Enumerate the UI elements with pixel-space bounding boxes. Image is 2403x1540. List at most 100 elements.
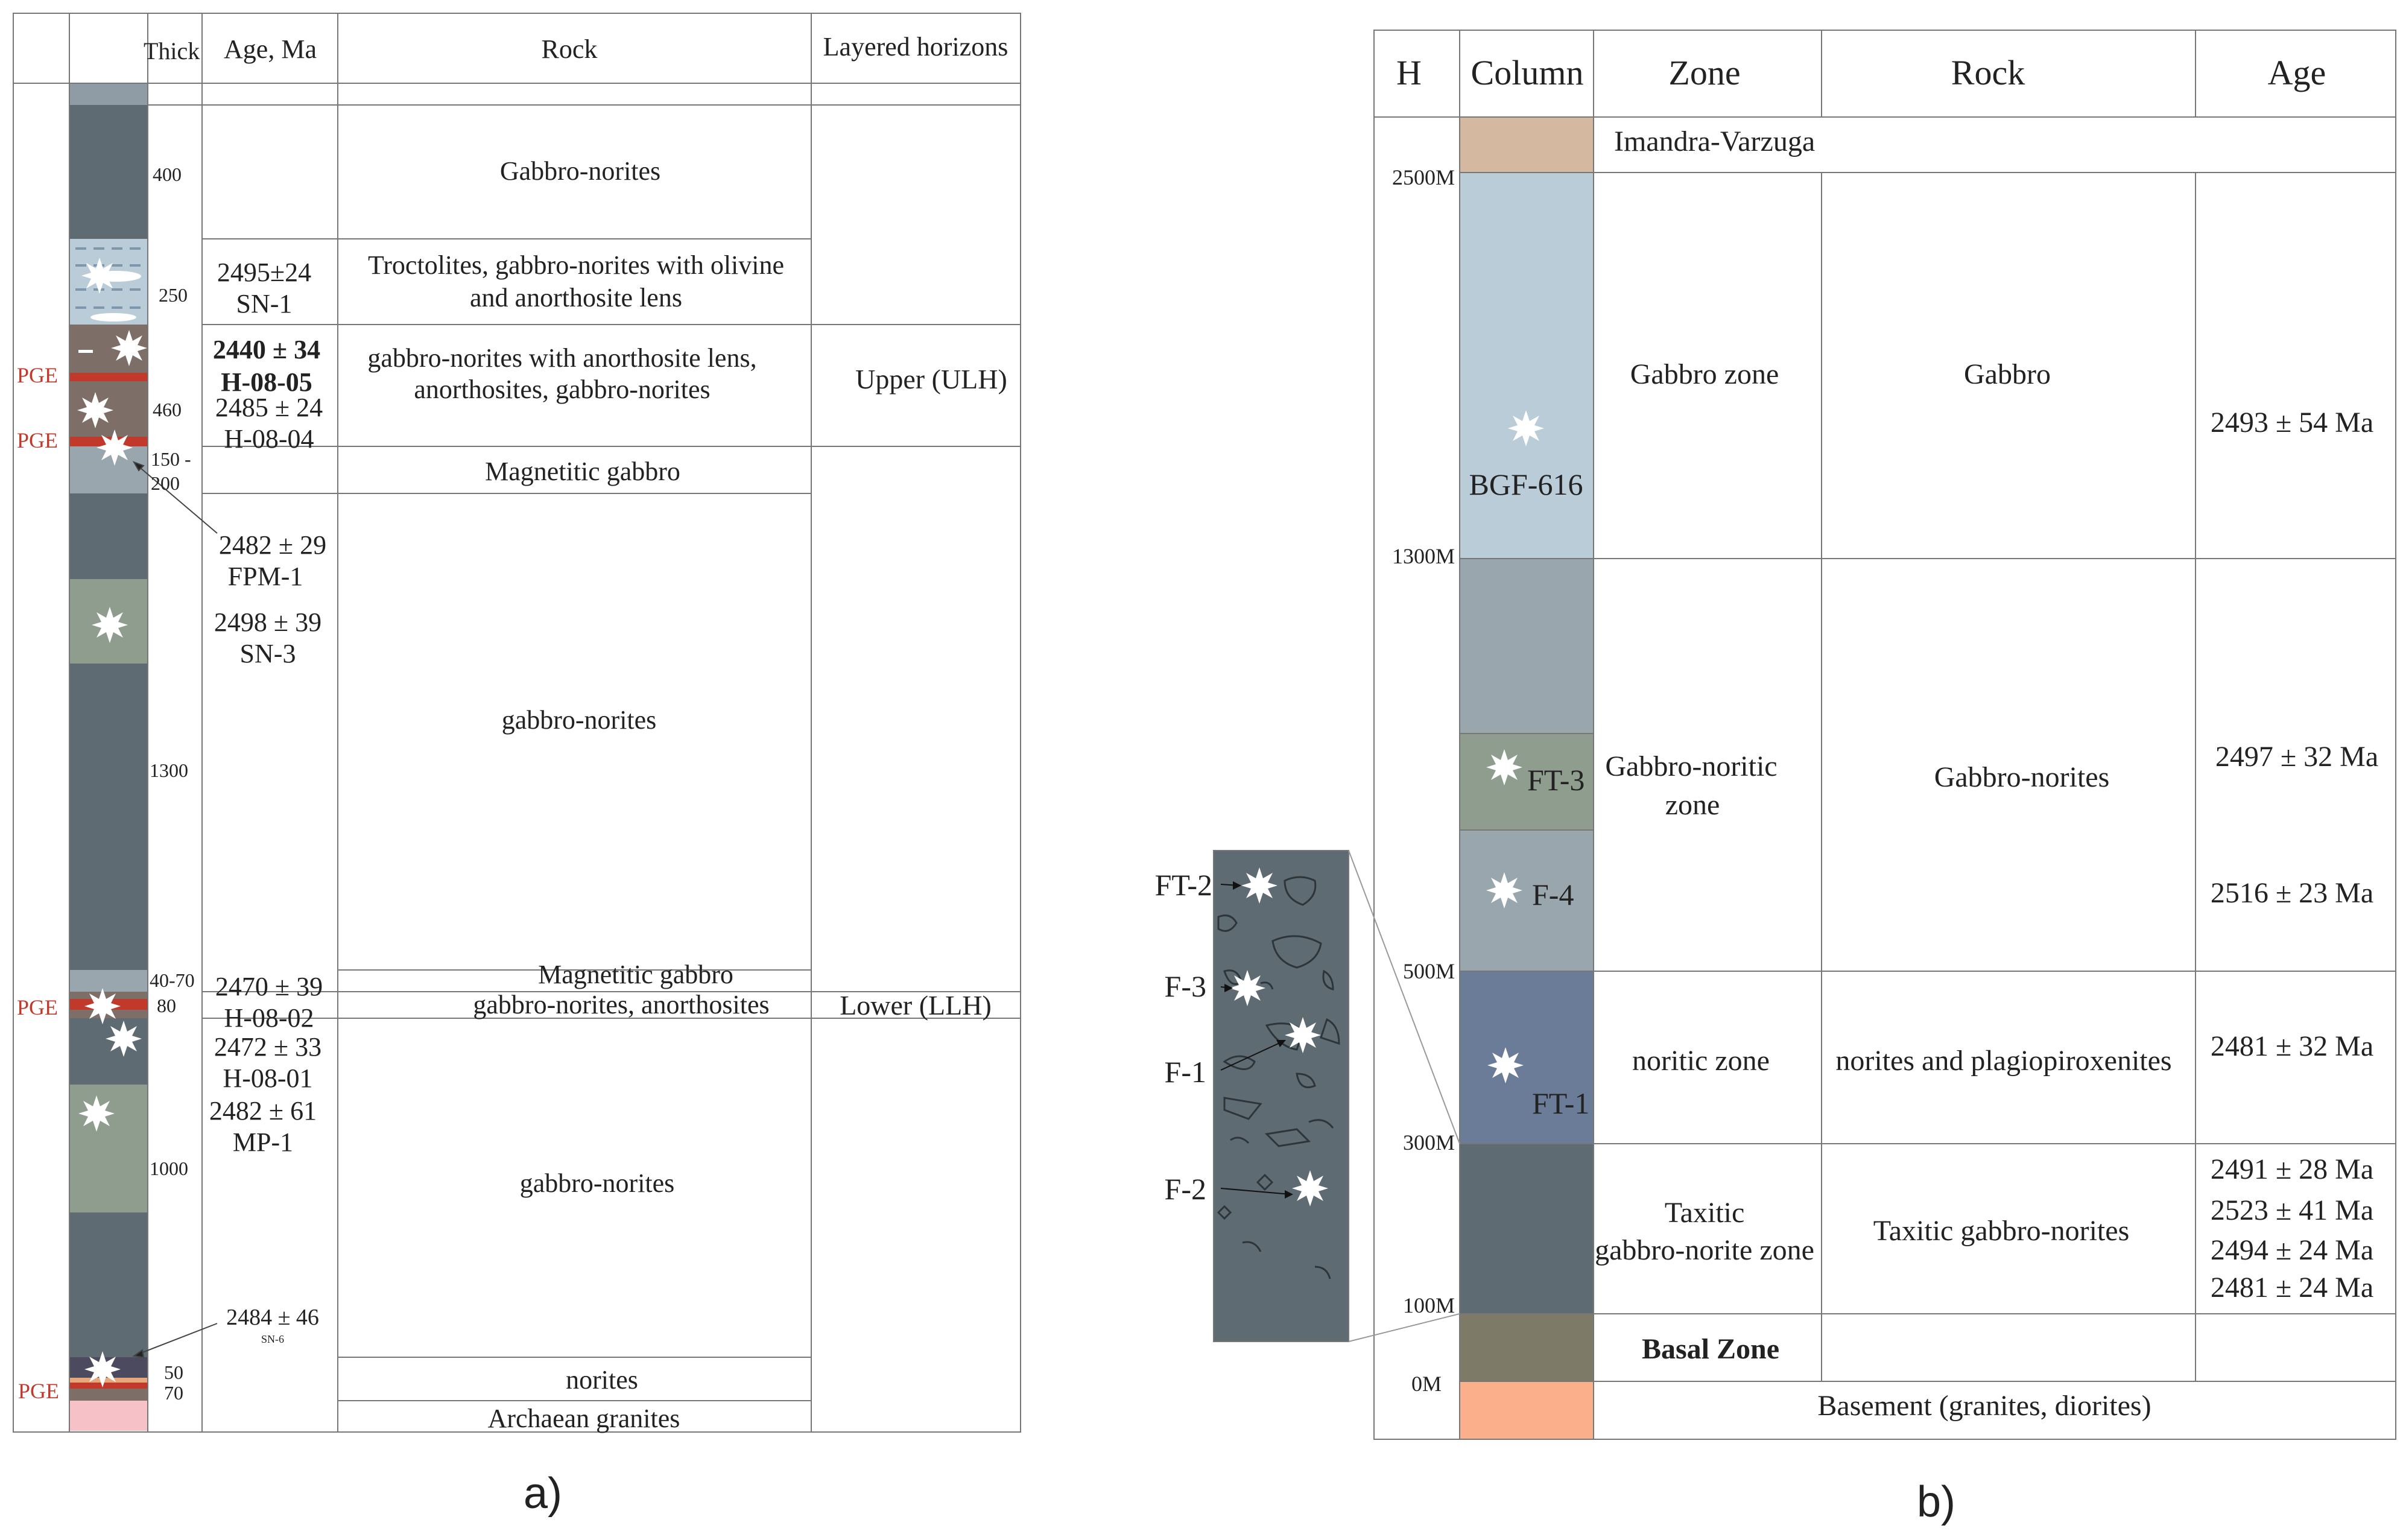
zone-label: noritic zone (1632, 1045, 1770, 1077)
zone-label: Gabbro-noritic (1605, 750, 1777, 782)
age-value: 2482 ± 61 (209, 1096, 317, 1126)
imandra-varzuga-label: Imandra-Varzuga (1614, 125, 1815, 157)
thick-label: 150 - (151, 448, 191, 470)
layer-archaean-granites (69, 1401, 148, 1431)
header-age: Age (2268, 53, 2326, 92)
layer-magnetitic-gabbro-2 (69, 970, 148, 992)
layer-gabbro-norites-1000 (69, 1212, 148, 1357)
pge-label: PGE (17, 428, 58, 452)
pge-band-4 (69, 1383, 148, 1389)
layer-noritic-zone (1460, 971, 1594, 1144)
sample-id: H-08-01 (223, 1063, 312, 1093)
panel-a: Thick Age, Ma Rock Layered horizons 400 … (13, 13, 1021, 1518)
panel-a-grid (13, 13, 1021, 1433)
sample-id: FPM-1 (228, 562, 303, 591)
layer-grey-green-b (69, 1085, 148, 1212)
age-label: 2523 ± 41 Ma (2211, 1194, 2373, 1226)
thick-label: 1000 (150, 1158, 188, 1179)
rock-label: Troctolites, gabbro-norites with olivine (368, 250, 784, 280)
panel-b: H Column Zone Rock Age 2500M 1300M 500M … (1155, 30, 2396, 1526)
thick-label: 250 (159, 284, 188, 306)
sample-label: FT-1 (1532, 1086, 1589, 1120)
panel-b-column (1460, 117, 1594, 1439)
thick-label: 40-70 (150, 969, 195, 991)
age-value: 2472 ± 33 (214, 1032, 321, 1062)
inset-label: F-3 (1165, 969, 1206, 1003)
header-zone: Zone (1668, 53, 1740, 92)
header-rock: Rock (542, 34, 598, 64)
sample-id: H-08-04 (224, 424, 314, 454)
sample-id: SN-3 (240, 639, 296, 668)
rock-label: Taxitic gabbro-norites (1873, 1215, 2130, 1247)
rock-label: norites and plagiopiroxenites (1835, 1045, 2171, 1077)
header-horizons: Layered horizons (823, 32, 1008, 62)
basement-label: Basement (granites, diorites) (1817, 1390, 2151, 1422)
inset-label: F-2 (1165, 1172, 1206, 1206)
rock-label: anorthosites, gabbro-norites (414, 375, 710, 404)
zone-label: Taxitic (1665, 1197, 1745, 1229)
layer-ft3 (1460, 734, 1594, 830)
rock-label: norites (566, 1365, 638, 1395)
layer-basement (1460, 1381, 1594, 1439)
layer-gabbro-norites-400 (69, 105, 148, 239)
thick-label: 50 (164, 1361, 183, 1383)
layer-f4 (1460, 830, 1594, 971)
thick-label: 80 (157, 995, 176, 1016)
sample-id: H-08-05 (221, 367, 312, 397)
age-value: 2440 ± 34 (213, 335, 320, 364)
rock-label: Gabbro-norites (500, 156, 660, 186)
panel-b-caption: b) (1917, 1478, 1955, 1526)
age-label: 2491 ± 28 Ma (2211, 1153, 2373, 1185)
depth-label: 0M (1411, 1372, 1442, 1396)
layer-gabbro-norites-1300 (69, 664, 148, 970)
age-label: 2481 ± 32 Ma (2211, 1030, 2373, 1062)
sample-label: F-4 (1532, 878, 1574, 911)
zone-label: gabbro-norite zone (1595, 1234, 1814, 1266)
header-column: Column (1471, 53, 1584, 92)
inset-label: FT-2 (1155, 868, 1212, 902)
panel-a-caption: a) (524, 1469, 562, 1518)
rock-label: Magnetitic gabbro (538, 960, 733, 989)
rock-label: gabbro-norites (520, 1168, 675, 1198)
panel-a-column (69, 83, 148, 1431)
depth-label: 100M (1403, 1293, 1455, 1317)
sample-label: BGF-616 (1469, 467, 1583, 501)
thick-label: 400 (153, 163, 182, 185)
panel-b-grid (1373, 30, 2396, 1440)
sample-id: MP-1 (233, 1127, 293, 1157)
rock-label: and anorthosite lens (470, 283, 682, 312)
depth-label: 300M (1403, 1130, 1455, 1155)
header-age: Age, Ma (224, 34, 317, 64)
sample-id: SN-6 (261, 1333, 284, 1345)
age-value: 2495±24 (217, 258, 311, 287)
inset-core: FT-2 F-3 F-1 F-2 (1155, 850, 1460, 1342)
zone-label: Basal Zone (1642, 1333, 1779, 1365)
age-value: 2482 ± 29 (219, 530, 326, 560)
zone-label: zone (1665, 789, 1720, 821)
depth-label: 500M (1403, 959, 1455, 983)
sample-id: SN-1 (236, 289, 293, 318)
rock-label: Gabbro (1964, 358, 2051, 390)
pge-label: PGE (17, 995, 58, 1019)
thick-label: 460 (153, 399, 182, 420)
layer-gabbro-norites-a (69, 493, 148, 579)
layer-gabbro-noritic-upper (1460, 559, 1594, 734)
header-rock: Rock (1951, 53, 2025, 92)
rock-label: Magnetitic gabbro (485, 457, 680, 486)
depth-label: 2500M (1392, 165, 1455, 189)
age-label: 2497 ± 32 Ma (2215, 741, 2378, 773)
layer-imandra-varzuga (1460, 117, 1594, 173)
thick-label: 70 (164, 1382, 183, 1404)
sample-id: H-08-02 (224, 1003, 314, 1033)
thick-label: 1300 (150, 759, 188, 781)
pge-label: PGE (17, 363, 58, 387)
pge-label: PGE (18, 1379, 59, 1403)
rock-label: gabbro-norites with anorthosite lens, (367, 343, 756, 373)
layer-top (69, 83, 148, 105)
rock-label: Gabbro-norites (1934, 761, 2110, 793)
pge-band-1 (69, 373, 148, 381)
rock-label: Archaean granites (488, 1404, 680, 1433)
age-value: 2485 ± 24 (215, 393, 323, 422)
rock-label: gabbro-norites (502, 705, 657, 735)
